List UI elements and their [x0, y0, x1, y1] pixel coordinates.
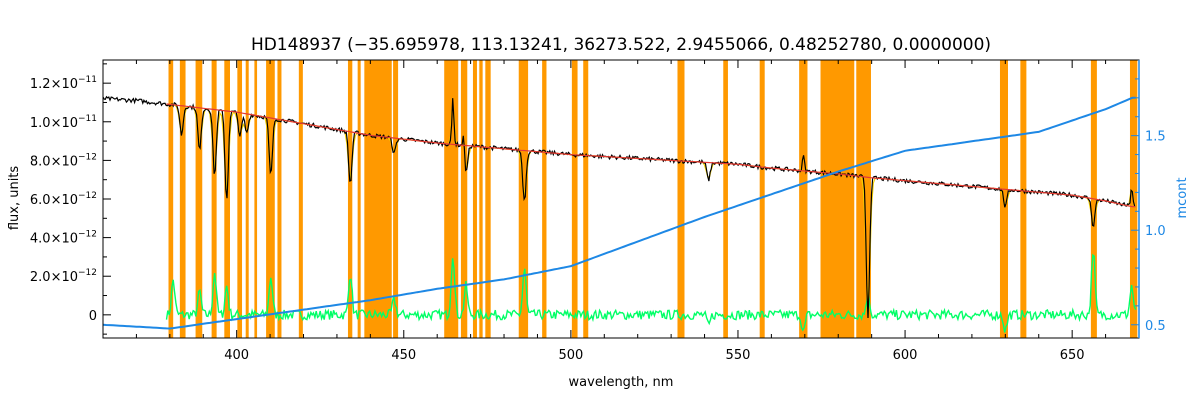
residual-series — [165, 253, 1137, 333]
y2-tick-label: 1.0 — [1145, 224, 1166, 239]
model-series — [166, 103, 1136, 208]
x-tick-label: 550 — [726, 348, 751, 363]
plot-frame — [102, 59, 1140, 339]
y2-tick-label: 0.5 — [1145, 319, 1166, 334]
mask-band — [571, 60, 578, 338]
x-tick-label: 450 — [391, 348, 416, 363]
continuum-series — [102, 96, 1136, 330]
y-axis-label: flux, units — [7, 166, 22, 231]
mask-band — [195, 60, 203, 338]
mask-band — [820, 60, 855, 338]
y-tick-label: 8.0×10−12 — [30, 152, 97, 169]
mask-band — [677, 60, 685, 338]
plot-content — [102, 95, 1137, 333]
observed-series — [102, 95, 1136, 319]
mask-band — [168, 60, 174, 338]
mask-band — [277, 60, 282, 338]
mask-band — [245, 60, 249, 338]
mask-bands — [168, 60, 1138, 338]
mask-band — [224, 60, 230, 338]
mask-band — [364, 60, 392, 338]
mask-band — [472, 60, 477, 338]
y-tick-label: 6.0×10−12 — [30, 191, 97, 208]
mask-band — [393, 60, 399, 338]
mask-band — [179, 60, 186, 338]
mask-band — [1020, 60, 1027, 338]
mask-band — [357, 60, 361, 338]
mask-band — [799, 60, 808, 338]
x-axis-label: wavelength, nm — [569, 375, 674, 390]
mask-band — [542, 60, 547, 338]
x-axis: 400 450 500 550 600 650 — [102, 60, 1140, 363]
y-tick-label: 1.2×10−11 — [30, 75, 97, 92]
mask-band — [485, 60, 491, 338]
mask-band — [759, 60, 765, 338]
mask-band — [460, 60, 468, 338]
y-tick-label: 2.0×10−12 — [30, 268, 97, 285]
mask-band — [723, 60, 728, 338]
mask-band — [583, 60, 589, 338]
y-tick-label: 1.0×10−11 — [30, 114, 97, 131]
mask-band — [298, 60, 303, 338]
mask-band — [518, 60, 529, 338]
x-tick-label: 650 — [1060, 348, 1085, 363]
mask-band — [237, 60, 243, 338]
mask-band — [266, 60, 275, 338]
y-axis: 0 2.0×10−12 4.0×10−12 6.0×10−12 8.0×10−12 1.0… — [30, 63, 111, 335]
x-tick-label: 600 — [893, 348, 918, 363]
mask-band — [211, 60, 217, 338]
chart-title: HD148937 (−35.695978, 113.13241, 36273.5… — [251, 35, 991, 55]
x-tick-label: 400 — [224, 348, 249, 363]
mask-band — [347, 60, 353, 338]
x-tick-label: 500 — [558, 348, 583, 363]
y2-tick-label: 1.5 — [1145, 130, 1166, 145]
y2-axis-label: mcont — [1175, 177, 1190, 218]
y-tick-label: 4.0×10−12 — [30, 230, 97, 247]
y2-axis: 0.5 1.0 1.5 — [1131, 60, 1166, 338]
y-tick-label: 0 — [89, 309, 97, 324]
mask-band — [254, 60, 258, 338]
model-lines-series — [166, 103, 1137, 301]
mask-band — [479, 60, 483, 338]
